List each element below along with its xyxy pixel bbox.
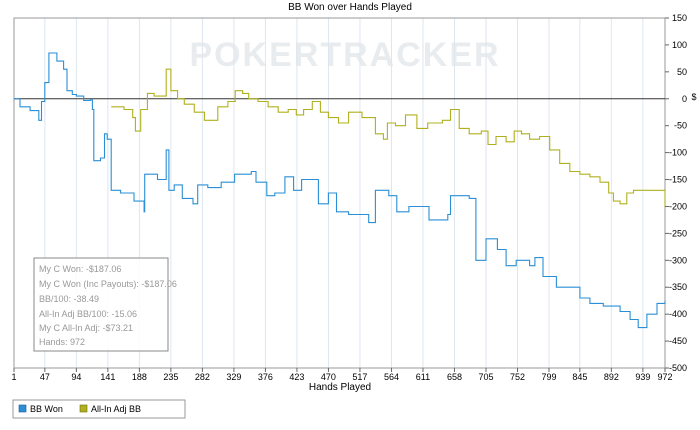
x-tick-label: 141: [100, 372, 115, 382]
y-axis: 150 100 50 0 -50 -100 -150 -200 -250 -300 -350 -400…: [665, 13, 687, 373]
stat-line: My C All-In Adj: -$73.21: [39, 323, 133, 333]
stat-line: All-In Adj BB/100: -15.06: [39, 309, 137, 319]
x-tick-label: 658: [447, 372, 462, 382]
y-tick-label: 100: [672, 40, 687, 50]
x-tick-label: 845: [572, 372, 587, 382]
x-tick-label: 329: [226, 372, 241, 382]
y-tick-label: -400: [669, 309, 687, 319]
x-tick-label: 892: [604, 372, 619, 382]
y-tick-label: 50: [677, 67, 687, 77]
y-tick-label: -500: [669, 363, 687, 373]
stat-line: My C Won (Inc Payouts): -$187.06: [39, 279, 177, 289]
stat-line: BB/100: -38.49: [39, 294, 99, 304]
x-tick-label: 188: [132, 372, 147, 382]
grid-lines: [44, 18, 644, 368]
y-tick-label: -200: [669, 201, 687, 211]
y-tick-label: -300: [669, 255, 687, 265]
stats-box: My C Won: -$187.06 My C Won (Inc Payouts…: [33, 257, 177, 352]
y-tick-label: -100: [669, 148, 687, 158]
y-tick-label: 150: [672, 13, 687, 23]
x-tick-label: 705: [478, 372, 493, 382]
x-tick-label: 235: [163, 372, 178, 382]
x-tick-label: 517: [352, 372, 367, 382]
x-tick-label: 799: [541, 372, 556, 382]
x-tick-label: 564: [384, 372, 399, 382]
x-axis: 1 47 94 141 188 235 282 329 376 423 470 517 564 611 65…: [11, 368, 673, 382]
y-tick-label: -450: [669, 336, 687, 346]
stat-line: Hands: 972: [39, 337, 85, 347]
y-tick-label: -150: [669, 175, 687, 185]
legend: BB Won All-In Adj BB: [12, 399, 186, 419]
x-tick-label: 282: [195, 372, 210, 382]
legend-label-all-in-adj-bb: All-In Adj BB: [91, 404, 141, 414]
x-axis-label: Hands Played: [309, 382, 371, 393]
stat-line: My C Won: -$187.06: [39, 264, 121, 274]
x-tick-label: 423: [289, 372, 304, 382]
x-tick-label: 752: [510, 372, 525, 382]
series-line-bb-won: [14, 52, 666, 329]
y-tick-label: 0: [682, 94, 687, 104]
x-tick-label: 47: [40, 372, 50, 382]
chart-title: BB Won over Hands Played: [288, 2, 412, 13]
x-tick-label: 611: [416, 372, 430, 382]
series-layer: [14, 52, 666, 329]
watermark: POKERTRACKER: [189, 36, 500, 74]
x-tick-label: 972: [657, 372, 672, 382]
legend-label-bb-won: BB Won: [30, 404, 63, 414]
y-tick-label: -350: [669, 282, 687, 292]
y-tick-label: -50: [674, 121, 687, 131]
series-line-all-in-adj-bb: [111, 68, 666, 207]
legend-swatch-bb-won: [18, 404, 27, 413]
x-tick-label: 939: [635, 372, 650, 382]
x-tick-label: 94: [71, 372, 81, 382]
x-tick-label: 376: [258, 372, 273, 382]
y-axis-label: $: [691, 92, 696, 102]
y-tick-label: -250: [669, 228, 687, 238]
x-tick-label: 1: [11, 372, 16, 382]
legend-swatch-all-in-adj-bb: [79, 404, 88, 413]
x-tick-label: 470: [321, 372, 336, 382]
